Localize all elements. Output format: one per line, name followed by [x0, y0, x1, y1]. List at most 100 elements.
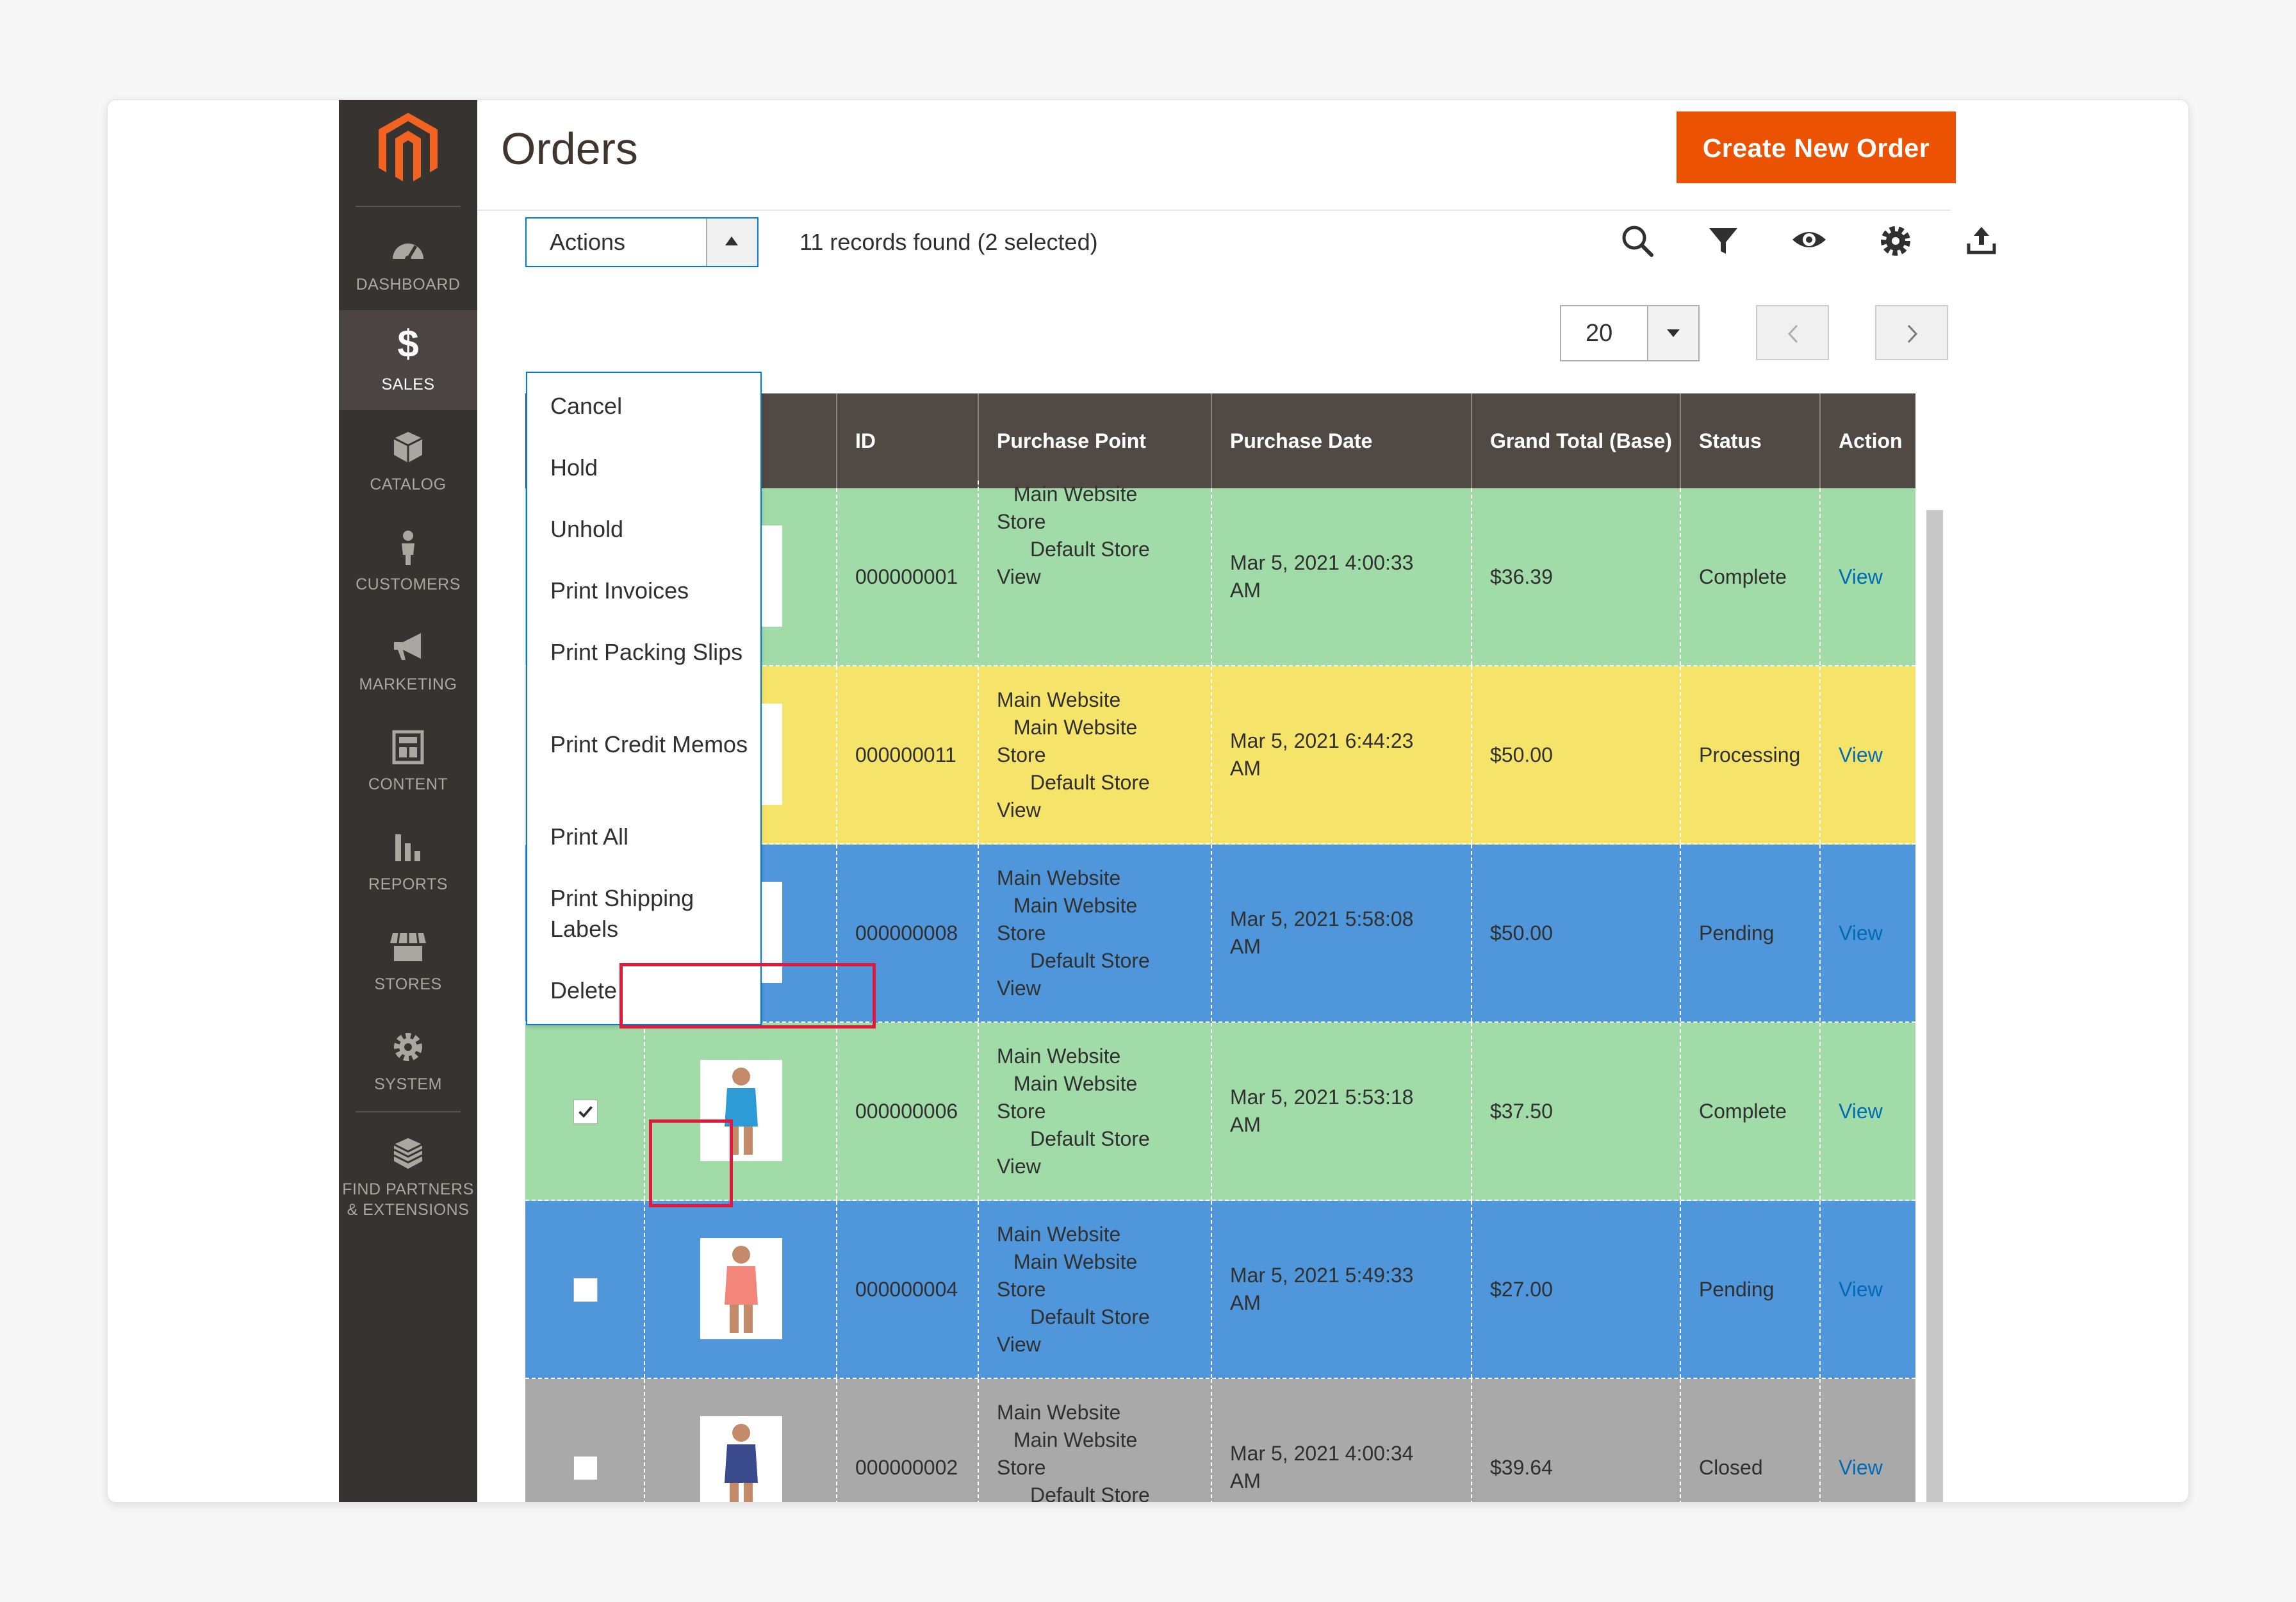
- action-cell: View: [1819, 845, 1915, 1021]
- view-link[interactable]: View: [1839, 743, 1883, 766]
- purchase-point-cell: Main Website Main Website Store Default Sto…: [978, 1201, 1211, 1378]
- magento-logo-icon[interactable]: [371, 111, 445, 186]
- previous-page-button[interactable]: [1756, 305, 1829, 360]
- purchase-point-store-name: Main Website: [1013, 1071, 1138, 1095]
- action-cell: View: [1819, 666, 1915, 843]
- menu-item-delete[interactable]: Delete: [550, 977, 618, 1003]
- purchase-point-default-store: Default Store: [1030, 948, 1150, 972]
- menu-item-print-all[interactable]: Print All: [550, 823, 629, 850]
- order-id-cell: 000000008: [836, 845, 978, 1021]
- dollar-icon: $: [397, 322, 419, 365]
- status-cell: Closed: [1680, 1379, 1819, 1502]
- purchase-point-view: View: [997, 1332, 1041, 1356]
- sidebar-item-sales[interactable]: $ SALES: [339, 310, 477, 410]
- menu-item-print-packing-slips[interactable]: Print Packing Slips: [550, 639, 743, 665]
- table-row[interactable]: 000000006 Main Website Main Website Store De…: [525, 1023, 1915, 1201]
- purchase-date-line1: Mar 5, 2021 5:53:18: [1230, 1086, 1414, 1109]
- purchase-date-line1: Mar 5, 2021 4:00:33: [1230, 551, 1414, 574]
- sidebar-divider: [356, 206, 461, 207]
- sidebar-item-system[interactable]: SYSTEM: [339, 1010, 477, 1110]
- grand-total: $27.00: [1490, 1277, 1553, 1301]
- order-id: 000000006: [855, 1099, 958, 1123]
- grid-scrollbar[interactable]: [1926, 510, 1943, 1502]
- person-icon: [402, 531, 414, 565]
- row-select-cell: [525, 1379, 644, 1502]
- menu-item-print-credit-memos[interactable]: Print Credit Memos: [550, 731, 748, 757]
- sidebar-item-dashboard[interactable]: DASHBOARD: [339, 210, 477, 310]
- purchase-point-view: View: [997, 565, 1041, 588]
- records-count: 11 records found (2 selected): [800, 229, 1098, 255]
- order-id: 000000008: [855, 921, 958, 945]
- sidebar-item-label: SYSTEM: [374, 1075, 442, 1093]
- purchase-date-line2: AM: [1230, 579, 1261, 602]
- dashboard-icon: [393, 244, 423, 262]
- menu-item-print-shipping-labels[interactable]: Print Shipping Labels: [550, 885, 694, 942]
- boxes-icon: [393, 1138, 423, 1169]
- purchase-point-cell: Main Website Store Default Store View: [978, 481, 1211, 657]
- chevron-left-icon: [1787, 324, 1798, 343]
- thumbnail-cell: [644, 1201, 836, 1378]
- sidebar-item-catalog[interactable]: CATALOG: [339, 410, 477, 510]
- product-thumbnail[interactable]: [700, 1416, 782, 1502]
- purchase-point-view: View: [997, 976, 1041, 1000]
- create-new-order-button[interactable]: Create New Order: [1677, 111, 1956, 183]
- toolbar-divider: [477, 210, 1951, 211]
- column-header-status[interactable]: Status: [1680, 393, 1819, 488]
- row-select-cell: [525, 1023, 644, 1200]
- status-text: Complete: [1699, 1099, 1787, 1123]
- search-icon[interactable]: [1618, 222, 1657, 260]
- sidebar-item-find-partners[interactable]: FIND PARTNERS & EXTENSIONS: [339, 1116, 477, 1232]
- column-header-grand-total[interactable]: Grand Total (Base): [1471, 393, 1680, 488]
- bar-chart-icon: [395, 834, 420, 861]
- admin-sidebar: DASHBOARD $ SALES CATALOG CUSTOMERS MARK…: [339, 100, 477, 1502]
- app-window: DASHBOARD $ SALES CATALOG CUSTOMERS MARK…: [107, 99, 2189, 1503]
- view-link[interactable]: View: [1839, 1099, 1883, 1123]
- next-page-button[interactable]: [1875, 305, 1948, 360]
- sidebar-item-reports[interactable]: REPORTS: [339, 810, 477, 910]
- per-page-toggle[interactable]: [1647, 306, 1698, 360]
- menu-item-print-invoices[interactable]: Print Invoices: [550, 577, 689, 604]
- sidebar-item-customers[interactable]: CUSTOMERS: [339, 510, 477, 610]
- view-link[interactable]: View: [1839, 921, 1883, 945]
- view-link[interactable]: View: [1839, 1277, 1883, 1301]
- purchase-date-cell: Mar 5, 2021 5:49:33 AM: [1211, 1201, 1471, 1378]
- column-header-purchase-date[interactable]: Purchase Date: [1211, 393, 1471, 488]
- purchase-date-line1: Mar 5, 2021 6:44:23: [1230, 729, 1414, 752]
- sidebar-item-marketing[interactable]: MARKETING: [339, 610, 477, 710]
- sidebar-item-content[interactable]: CONTENT: [339, 710, 477, 810]
- purchase-point-store-name: Main Website: [1013, 1250, 1138, 1273]
- purchase-point-view: View: [997, 798, 1041, 822]
- column-header-purchase-point[interactable]: Purchase Point: [978, 393, 1211, 488]
- grand-total-cell: $50.00: [1471, 845, 1680, 1021]
- actions-select-toggle[interactable]: [706, 219, 757, 266]
- product-thumbnail[interactable]: [700, 1060, 782, 1161]
- column-header-id[interactable]: ID: [836, 393, 978, 488]
- row-select-cell: [525, 1201, 644, 1378]
- status-text: Pending: [1699, 921, 1775, 945]
- view-link[interactable]: View: [1839, 565, 1883, 588]
- purchase-date-line1: Mar 5, 2021 4:00:34: [1230, 1442, 1414, 1465]
- per-page-select[interactable]: 20: [1560, 305, 1700, 361]
- view-link[interactable]: View: [1839, 1455, 1883, 1479]
- table-row[interactable]: 000000002 Main Website Main Website Store De…: [525, 1379, 1915, 1502]
- purchase-point-store-name: Main Website: [1013, 893, 1138, 917]
- menu-item-cancel[interactable]: Cancel: [550, 393, 623, 419]
- menu-item-hold[interactable]: Hold: [550, 454, 598, 481]
- row-checkbox[interactable]: [573, 1278, 598, 1302]
- status-text: Processing: [1699, 743, 1801, 766]
- sidebar-item-stores[interactable]: STORES: [339, 910, 477, 1010]
- eye-icon[interactable]: [1790, 222, 1828, 260]
- purchase-point-store-name: Main Website: [1013, 1428, 1138, 1451]
- actions-select[interactable]: Actions: [525, 217, 758, 267]
- table-row[interactable]: 000000004 Main Website Main Website Store De…: [525, 1201, 1915, 1379]
- purchase-point-cell: Main Website Main Website Store Default Sto…: [978, 1023, 1211, 1200]
- menu-item-unhold[interactable]: Unhold: [550, 516, 624, 542]
- row-checkbox[interactable]: [573, 1456, 598, 1480]
- sidebar-item-label: SALES: [381, 376, 435, 393]
- gear-icon[interactable]: [1876, 222, 1915, 260]
- export-icon[interactable]: [1962, 222, 2001, 260]
- filter-icon[interactable]: [1704, 222, 1742, 260]
- product-thumbnail[interactable]: [700, 1238, 782, 1339]
- thumbnail-cell: [644, 1023, 836, 1200]
- row-checkbox[interactable]: [573, 1100, 598, 1124]
